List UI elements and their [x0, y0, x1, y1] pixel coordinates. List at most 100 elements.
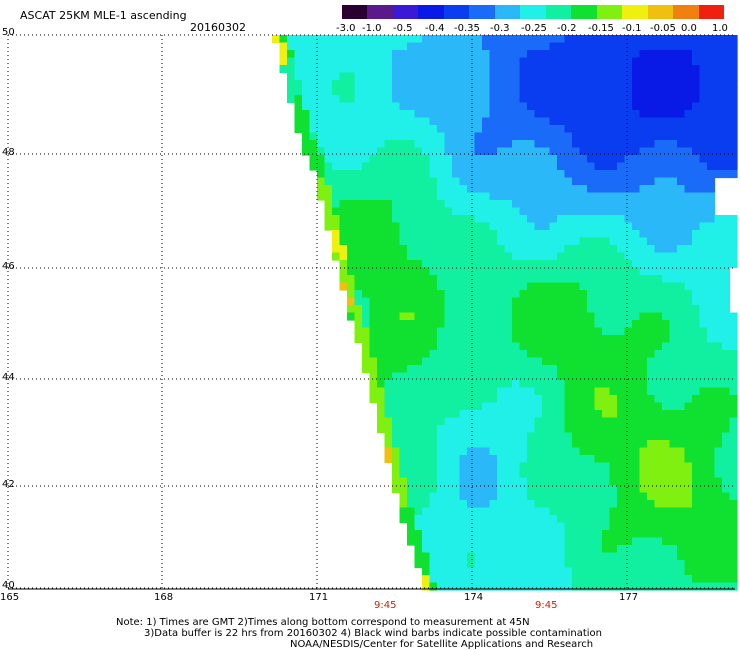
data-cell [692, 117, 701, 126]
data-cell [504, 567, 513, 576]
data-cell [504, 485, 513, 494]
data-cell [639, 530, 648, 539]
data-cell [587, 110, 596, 119]
data-cell [459, 582, 468, 591]
data-cell [482, 252, 491, 261]
data-cell [549, 342, 558, 351]
data-cell [474, 327, 483, 336]
data-cell [369, 342, 378, 351]
data-cell [579, 372, 588, 381]
data-cell [677, 207, 686, 216]
data-cell [429, 147, 438, 156]
data-cell [677, 425, 686, 434]
data-cell [722, 485, 731, 494]
data-cell [647, 357, 656, 366]
data-cell [722, 357, 731, 366]
data-cell [294, 125, 303, 134]
data-cell [647, 500, 656, 509]
data-cell [564, 327, 573, 336]
data-cell [647, 462, 656, 471]
data-cell [369, 192, 378, 201]
data-cell [579, 492, 588, 501]
data-cell [684, 237, 693, 246]
data-cell [489, 72, 498, 81]
data-cell [602, 425, 611, 434]
data-cell [692, 50, 701, 59]
data-cell [354, 65, 363, 74]
data-cell [414, 80, 423, 89]
data-cell [557, 507, 566, 516]
data-cell [414, 140, 423, 149]
data-cell [669, 170, 678, 179]
data-cell [714, 147, 723, 156]
data-cell [557, 327, 566, 336]
data-cell [324, 170, 333, 179]
data-cell [279, 50, 288, 59]
data-cell [609, 290, 618, 299]
data-cell [534, 282, 543, 291]
data-cell [459, 530, 468, 539]
data-cell [564, 35, 573, 44]
data-cell [542, 132, 551, 141]
data-cell [534, 417, 543, 426]
data-cell [557, 237, 566, 246]
data-cell [542, 417, 551, 426]
data-cell [332, 237, 341, 246]
data-cell [609, 245, 618, 254]
data-cell [617, 132, 626, 141]
data-cell [399, 80, 408, 89]
data-cell [557, 522, 566, 531]
data-cell [609, 237, 618, 246]
data-cell [512, 485, 521, 494]
data-cell [279, 57, 288, 66]
data-cell [527, 110, 536, 119]
data-cell [504, 57, 513, 66]
data-cell [459, 575, 468, 584]
data-cell [639, 185, 648, 194]
data-cell [414, 185, 423, 194]
data-cell [692, 87, 701, 96]
data-cell [662, 545, 671, 554]
data-cell [332, 207, 341, 216]
data-cell [384, 140, 393, 149]
data-cell [467, 567, 476, 576]
data-cell [564, 395, 573, 404]
data-cell [497, 432, 506, 441]
data-cell [482, 492, 491, 501]
data-cell [609, 185, 618, 194]
data-cell [594, 102, 603, 111]
data-cell [332, 155, 341, 164]
data-cell [354, 35, 363, 44]
data-cell [647, 447, 656, 456]
data-cell [632, 545, 641, 554]
data-cell [609, 552, 618, 561]
data-cell [572, 305, 581, 314]
data-cell [422, 500, 431, 509]
data-cell [534, 230, 543, 239]
data-cell [489, 57, 498, 66]
data-cell [579, 312, 588, 321]
data-cell [684, 537, 693, 546]
data-cell [677, 492, 686, 501]
data-cell [692, 575, 701, 584]
data-cell [332, 185, 341, 194]
data-cell [369, 80, 378, 89]
data-cell [714, 477, 723, 486]
data-cell [452, 507, 461, 516]
data-cell [722, 365, 731, 374]
data-cell [624, 380, 633, 389]
data-cell [302, 57, 311, 66]
data-cell [459, 507, 468, 516]
data-cell [519, 492, 528, 501]
data-cell [444, 312, 453, 321]
data-cell [699, 275, 708, 284]
data-cell [572, 380, 581, 389]
data-cell [587, 537, 596, 546]
data-cell [564, 522, 573, 531]
data-cell [399, 425, 408, 434]
data-cell [639, 567, 648, 576]
data-cell [624, 545, 633, 554]
data-cell [482, 432, 491, 441]
data-cell [452, 260, 461, 269]
data-cell [692, 297, 701, 306]
